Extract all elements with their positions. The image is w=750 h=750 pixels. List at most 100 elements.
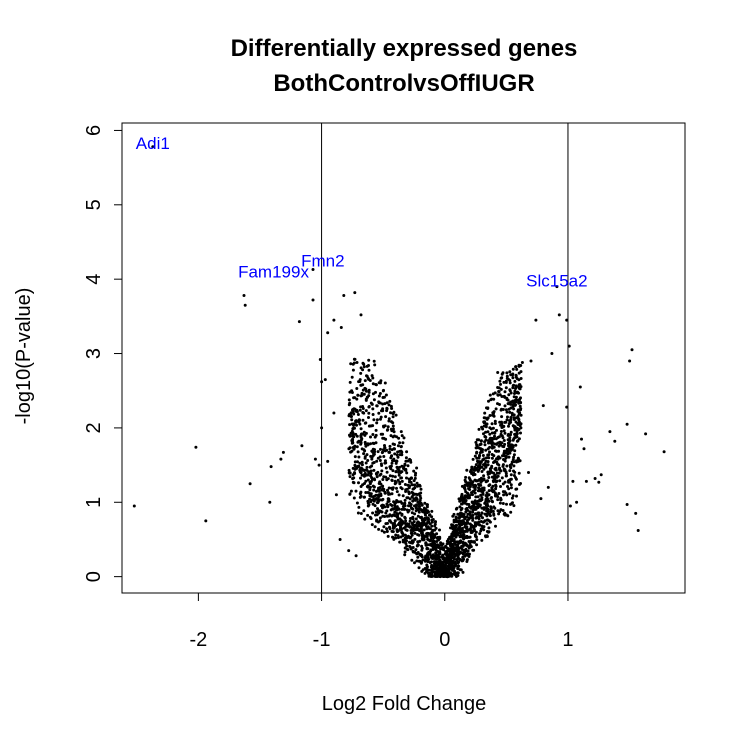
gene-point	[385, 514, 389, 518]
gene-point	[499, 469, 503, 473]
gene-point	[488, 414, 492, 417]
gene-point	[403, 498, 407, 502]
gene-point	[366, 504, 370, 508]
gene-point	[433, 533, 437, 537]
gene-point	[363, 455, 367, 459]
gene-point	[461, 501, 465, 504]
gene-point	[300, 444, 304, 448]
gene-point	[387, 403, 391, 407]
gene-point	[359, 490, 363, 494]
gene-point	[515, 439, 519, 443]
gene-point	[400, 476, 403, 480]
gene-point	[509, 473, 513, 477]
gene-point	[370, 455, 374, 459]
gene-point	[349, 489, 353, 493]
gene-point	[421, 558, 425, 562]
gene-point	[366, 473, 370, 477]
gene-point	[376, 470, 380, 474]
gene-point	[400, 434, 404, 438]
gene-point	[515, 460, 518, 464]
gene-point	[539, 497, 543, 501]
gene-point	[382, 425, 386, 429]
gene-point	[349, 412, 352, 416]
gene-point	[509, 430, 513, 434]
gene-point	[404, 542, 408, 545]
gene-point	[529, 359, 533, 363]
y-tick-label: 3	[83, 348, 105, 359]
gene-point	[357, 464, 361, 468]
gene-point	[366, 513, 370, 517]
gene-point	[394, 533, 398, 537]
gene-point	[514, 435, 518, 439]
gene-point	[368, 482, 372, 486]
chart-subtitle: BothControlvsOffIUGR	[273, 70, 534, 97]
gene-point	[507, 444, 510, 448]
gene-point	[416, 540, 420, 544]
gene-point	[461, 540, 465, 544]
gene-point	[475, 515, 479, 519]
gene-point	[444, 545, 448, 549]
gene-point	[492, 454, 496, 458]
gene-point	[390, 407, 394, 410]
gene-point	[385, 502, 389, 506]
gene-point	[381, 432, 385, 436]
gene-point	[484, 448, 488, 452]
gene-point	[568, 504, 572, 508]
highlighted-gene-point	[311, 268, 315, 271]
gene-point	[400, 501, 404, 505]
gene-point	[517, 412, 521, 416]
gene-point	[360, 467, 364, 471]
gene-point	[508, 463, 512, 467]
gene-point	[415, 466, 419, 470]
gene-point	[393, 447, 396, 451]
gene-point	[385, 527, 389, 531]
gene-point	[415, 497, 419, 501]
gene-point	[403, 516, 407, 520]
gene-point	[367, 394, 371, 398]
gene-point	[374, 510, 378, 514]
gene-point	[462, 520, 466, 524]
gene-point	[468, 512, 472, 516]
gene-point	[371, 413, 375, 416]
gene-point	[377, 400, 381, 404]
gene-point	[371, 433, 375, 436]
gene-point	[342, 294, 346, 297]
gene-point	[381, 487, 385, 491]
gene-point	[474, 440, 478, 444]
gene-point	[499, 430, 503, 433]
gene-point	[397, 473, 401, 477]
gene-point	[382, 525, 386, 529]
gene-point	[513, 398, 517, 402]
gene-point	[509, 486, 513, 490]
gene-point	[394, 413, 398, 417]
gene-point	[367, 405, 371, 408]
gene-point	[451, 553, 455, 557]
gene-point	[505, 493, 509, 497]
gene-point	[512, 460, 516, 464]
gene-point	[506, 415, 509, 419]
gene-point	[510, 496, 514, 500]
gene-point	[434, 526, 438, 530]
gene-point	[498, 501, 502, 505]
gene-point	[388, 444, 392, 448]
gene-point	[402, 465, 406, 469]
gene-point	[471, 480, 475, 484]
gene-point	[433, 567, 437, 571]
gene-point	[514, 386, 518, 390]
gene-point	[480, 511, 484, 515]
gene-point	[339, 326, 343, 329]
gene-point	[491, 500, 494, 504]
gene-point	[411, 499, 415, 503]
gene-point	[430, 515, 434, 519]
gene-point	[494, 468, 498, 472]
gene-point	[487, 453, 491, 457]
gene-point	[500, 476, 504, 480]
gene-point	[508, 469, 512, 473]
gene-point	[347, 447, 351, 451]
gene-point	[461, 544, 465, 548]
gene-point	[405, 522, 409, 526]
gene-point	[471, 510, 475, 514]
gene-point	[461, 530, 465, 534]
gene-point	[403, 501, 407, 505]
gene-point	[557, 313, 561, 317]
